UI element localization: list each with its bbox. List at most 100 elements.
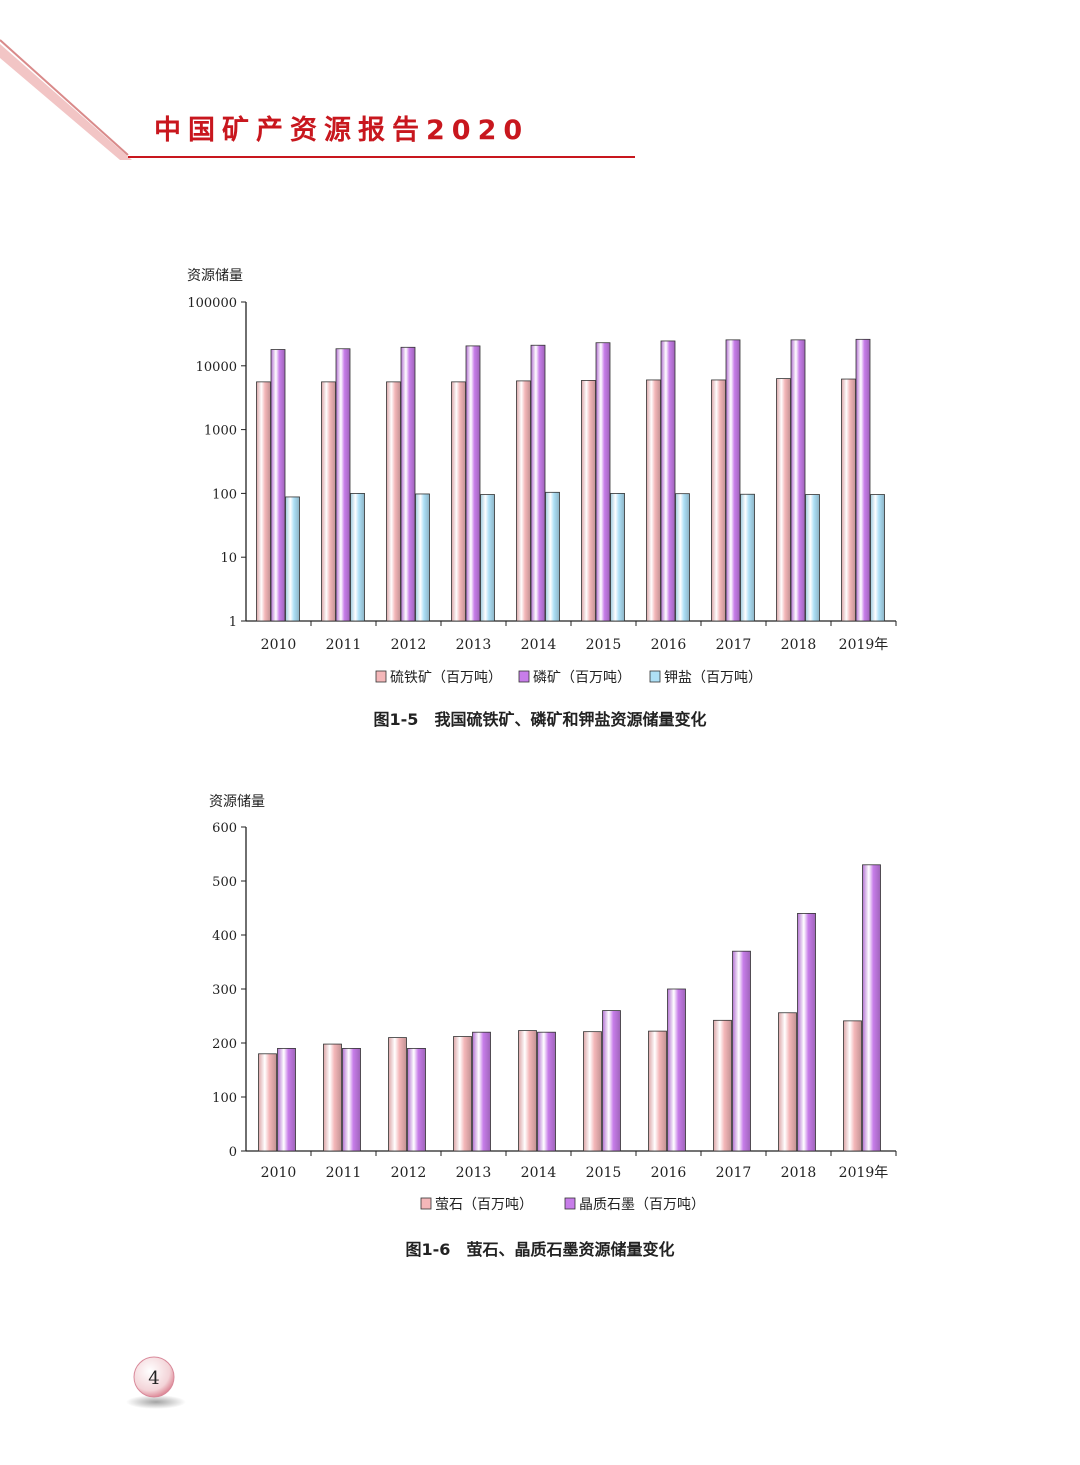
c1-bar-2: [285, 496, 300, 622]
c1-bar-2: [740, 493, 755, 622]
c1-bar-0: [256, 381, 271, 622]
c1-bar-0: [451, 381, 466, 622]
c1-x-tick-label: 2017: [716, 637, 752, 653]
c2-y-tick-label: 0: [229, 1145, 237, 1160]
c1-y-tick-label: 100: [212, 487, 237, 502]
c1-x-tick-label: 2013: [456, 637, 492, 653]
header-decoration: [0, 39, 1080, 160]
c2-bar-0: [648, 1030, 667, 1152]
c2-bar-1: [602, 1010, 621, 1152]
c2-x-tick-label: 2016: [651, 1165, 687, 1181]
c1-legend-label-0: 硫铁矿（百万吨）: [390, 670, 502, 686]
c2-y-tick-label: 600: [212, 821, 237, 836]
c1-bar-2: [415, 493, 430, 622]
c1-bar-1: [725, 339, 741, 622]
header-title: 中国矿产资源报告2020: [154, 115, 530, 146]
c1-y-tick-label: 10: [220, 551, 237, 566]
c1-bar-1: [595, 342, 611, 622]
c1-x-tick-label: 2014: [521, 637, 557, 653]
c2-x-tick-label: 2019年: [839, 1165, 889, 1181]
c2-bar-0: [713, 1019, 732, 1152]
c1-bar-1: [530, 344, 546, 622]
c2-x-tick-label: 2015: [586, 1165, 622, 1181]
c1-bar-2: [805, 494, 820, 622]
c1-bar-1: [660, 340, 676, 622]
c2-bar-1: [342, 1047, 361, 1152]
chart-2-reserves-linear: 资源储量 0 100 200 300 400 500 600 2010 2011 2012 2013 2…: [209, 794, 897, 1213]
c1-legend-label-1: 磷矿（百万吨）: [533, 670, 631, 686]
c1-bar-2: [870, 494, 885, 622]
c2-x-tick-label: 2013: [456, 1165, 492, 1181]
c1-bar-2: [350, 492, 365, 622]
c2-bar-1: [407, 1047, 426, 1152]
c2-bar-1: [277, 1047, 296, 1152]
c1-bar-2: [610, 492, 625, 622]
page-number-badge: 4: [126, 1356, 186, 1409]
c2-legend-swatch-0: [420, 1197, 432, 1210]
chart-1-reserves-log: 资源储量 1 10 100 1000 10000 100000 2010 2011 2012 201…: [187, 268, 897, 686]
c2-bar-0: [778, 1012, 797, 1152]
c1-legend-swatch-0: [375, 670, 387, 683]
c1-legend-label-2: 钾盐（百万吨）: [664, 670, 762, 686]
chart-2-caption: 图1-6 萤石、晶质石墨资源储量变化: [405, 1240, 675, 1259]
c1-bar-0: [581, 380, 596, 622]
c1-legend-swatch-1: [518, 670, 530, 683]
c2-ylabel: 资源储量: [209, 794, 265, 810]
c1-x-tick-label: 2016: [651, 637, 687, 653]
c1-x-tick-label: 2010: [261, 637, 297, 653]
c2-bar-0: [583, 1031, 602, 1152]
c1-x-tick-label: 2012: [391, 637, 427, 653]
c2-y-tick-label: 100: [212, 1091, 237, 1106]
c2-legend-swatch-1: [564, 1197, 576, 1210]
c2-bar-1: [797, 912, 816, 1152]
c2-x-tick-label: 2012: [391, 1165, 427, 1181]
c2-y-tick-label: 500: [212, 875, 237, 890]
c2-legend-label-1: 晶质石墨（百万吨）: [579, 1197, 705, 1213]
c1-bar-0: [841, 378, 856, 622]
c1-bar-2: [675, 493, 690, 622]
chart-1-caption: 图1-5 我国硫铁矿、磷矿和钾盐资源储量变化: [373, 710, 707, 729]
c1-bar-1: [270, 349, 286, 622]
c2-x-tick-label: 2011: [326, 1165, 362, 1181]
c1-bar-2: [545, 491, 560, 622]
c1-y-tick-label: 1000: [204, 424, 237, 439]
c1-bar-1: [790, 339, 806, 622]
c2-bar-0: [453, 1036, 472, 1152]
c1-y-tick-label: 1: [229, 615, 237, 630]
c2-bar-0: [518, 1030, 537, 1152]
c1-bar-1: [855, 338, 871, 622]
c1-x-tick-label: 2011: [326, 637, 362, 653]
c1-x-tick-label: 2015: [586, 637, 622, 653]
c1-bar-1: [465, 345, 481, 622]
c1-x-tick-label: 2019年: [839, 637, 889, 653]
c2-x-tick-label: 2017: [716, 1165, 752, 1181]
c2-bar-1: [667, 988, 686, 1152]
c1-ylabel: 资源储量: [187, 268, 243, 284]
page-number: 4: [148, 1368, 159, 1389]
c1-y-tick-label: 100000: [187, 296, 237, 311]
c1-bar-0: [386, 381, 401, 622]
c2-y-tick-label: 400: [212, 929, 237, 944]
c2-bar-1: [537, 1031, 556, 1152]
c1-bar-0: [776, 378, 791, 622]
c1-y-tick-label: 10000: [196, 360, 237, 375]
c2-legend-label-0: 萤石（百万吨）: [435, 1197, 533, 1213]
c1-legend-swatch-2: [649, 670, 661, 683]
c2-x-tick-label: 2018: [781, 1165, 817, 1181]
c2-y-tick-label: 300: [212, 983, 237, 998]
c2-bar-1: [472, 1031, 491, 1152]
c2-bar-0: [843, 1020, 862, 1152]
c2-bar-0: [388, 1037, 407, 1152]
c1-bar-0: [321, 381, 336, 622]
c1-x-tick-label: 2018: [781, 637, 817, 653]
c2-bar-1: [732, 950, 751, 1152]
c1-bar-1: [400, 346, 416, 622]
c2-bar-0: [258, 1053, 277, 1152]
c2-x-tick-label: 2010: [261, 1165, 297, 1181]
c1-bar-0: [711, 379, 726, 622]
c2-bar-0: [323, 1043, 342, 1152]
c1-bar-0: [646, 379, 661, 622]
c2-y-tick-label: 200: [212, 1037, 237, 1052]
c2-bar-1: [862, 864, 881, 1152]
c2-x-tick-label: 2014: [521, 1165, 557, 1181]
